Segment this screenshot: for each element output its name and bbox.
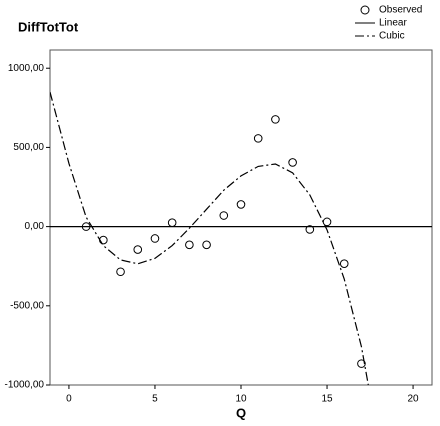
x-axis-label: Q [236,405,246,420]
y-tick-label: -500,00 [10,300,44,311]
x-tick-label: 15 [321,394,333,405]
legend-swatch [360,5,370,15]
data-point [133,245,143,254]
plot-area [49,49,433,386]
data-point [116,267,125,277]
data-point [202,240,211,250]
data-point [271,115,280,124]
y-tick-label: -1000,00 [5,380,45,391]
y-tick-label: 500,00 [13,142,44,153]
data-point [357,359,366,368]
legend-label: Cubic [379,31,405,42]
x-tick-label: 0 [66,394,72,405]
data-point [288,158,297,167]
y-tick-label: 0,00 [25,221,45,232]
data-point [305,225,315,234]
data-point [219,211,229,220]
x-tick-label: 5 [152,394,158,405]
x-tick-label: 20 [408,394,420,405]
data-point [339,259,349,268]
x-tick-label: 10 [235,394,247,405]
data-point [185,240,194,250]
data-point [150,234,160,243]
data-point [236,200,246,209]
y-tick-label: 1000,00 [8,63,45,74]
legend-label: Linear [379,18,407,29]
chart-title: DiffTotTot [18,19,79,34]
data-point [253,134,263,143]
legend-label: Observed [379,5,422,16]
